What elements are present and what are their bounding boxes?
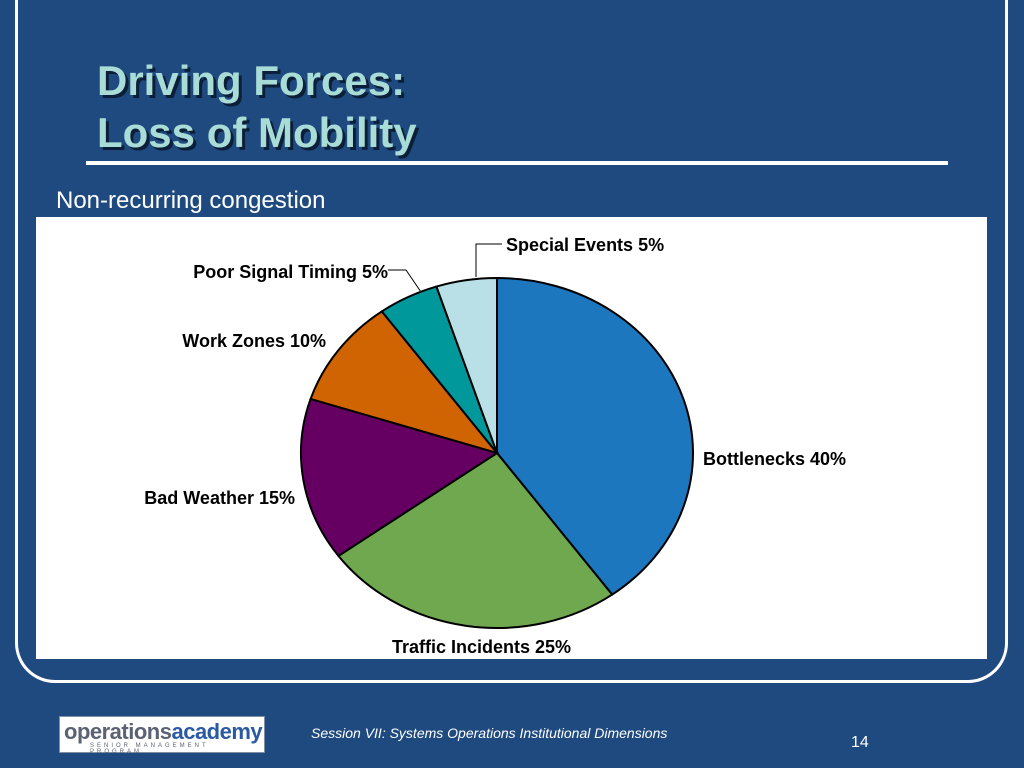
pie-slice-0	[496, 276, 694, 596]
title-line-1: Driving Forces:	[97, 57, 406, 104]
footer-session-text: Session VII: Systems Operations Institut…	[311, 725, 668, 741]
logo-subline: SENIOR MANAGEMENT PROGRAM	[90, 743, 209, 755]
title-line-2: Loss of Mobility	[97, 109, 417, 156]
pie-slice-1	[336, 451, 614, 629]
page-number: 14	[851, 734, 869, 751]
slice-label-4: Poor Signal Timing 5%	[193, 262, 388, 282]
slice-label-1: Traffic Incidents 25%	[392, 637, 571, 657]
operations-academy-logo: operationsacademy SENIOR MANAGEMENT PROG…	[59, 716, 265, 755]
title-underline	[86, 161, 948, 165]
pie-slice-2	[300, 397, 500, 558]
slice-label-2: Bad Weather 15%	[144, 488, 295, 508]
slice-label-5: Special Events 5%	[506, 235, 664, 255]
slide-title: Driving Forces: Loss of Mobility	[97, 55, 417, 159]
chart-panel: Bottlenecks 40% Traffic Incidents 25% Bad …	[36, 217, 987, 659]
logo-text-operations: operations	[64, 719, 172, 744]
leader-line-5	[475, 243, 502, 277]
slice-label-3: Work Zones 10%	[182, 331, 326, 351]
logo-text-academy: academy	[171, 719, 263, 744]
leader-line-4	[388, 269, 422, 293]
slice-label-0: Bottlenecks 40%	[703, 449, 846, 469]
slide-subtitle: Non-recurring congestion	[56, 187, 326, 214]
pie-slice-3	[309, 310, 500, 455]
pie-slice-5	[435, 276, 498, 454]
slide-border	[15, 0, 1008, 683]
pie-chart: Bottlenecks 40% Traffic Incidents 25% Bad …	[144, 235, 846, 657]
